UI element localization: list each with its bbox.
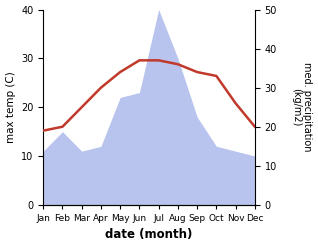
Y-axis label: med. precipitation
(kg/m2): med. precipitation (kg/m2) xyxy=(291,62,313,152)
Y-axis label: max temp (C): max temp (C) xyxy=(5,71,16,143)
X-axis label: date (month): date (month) xyxy=(105,228,193,242)
